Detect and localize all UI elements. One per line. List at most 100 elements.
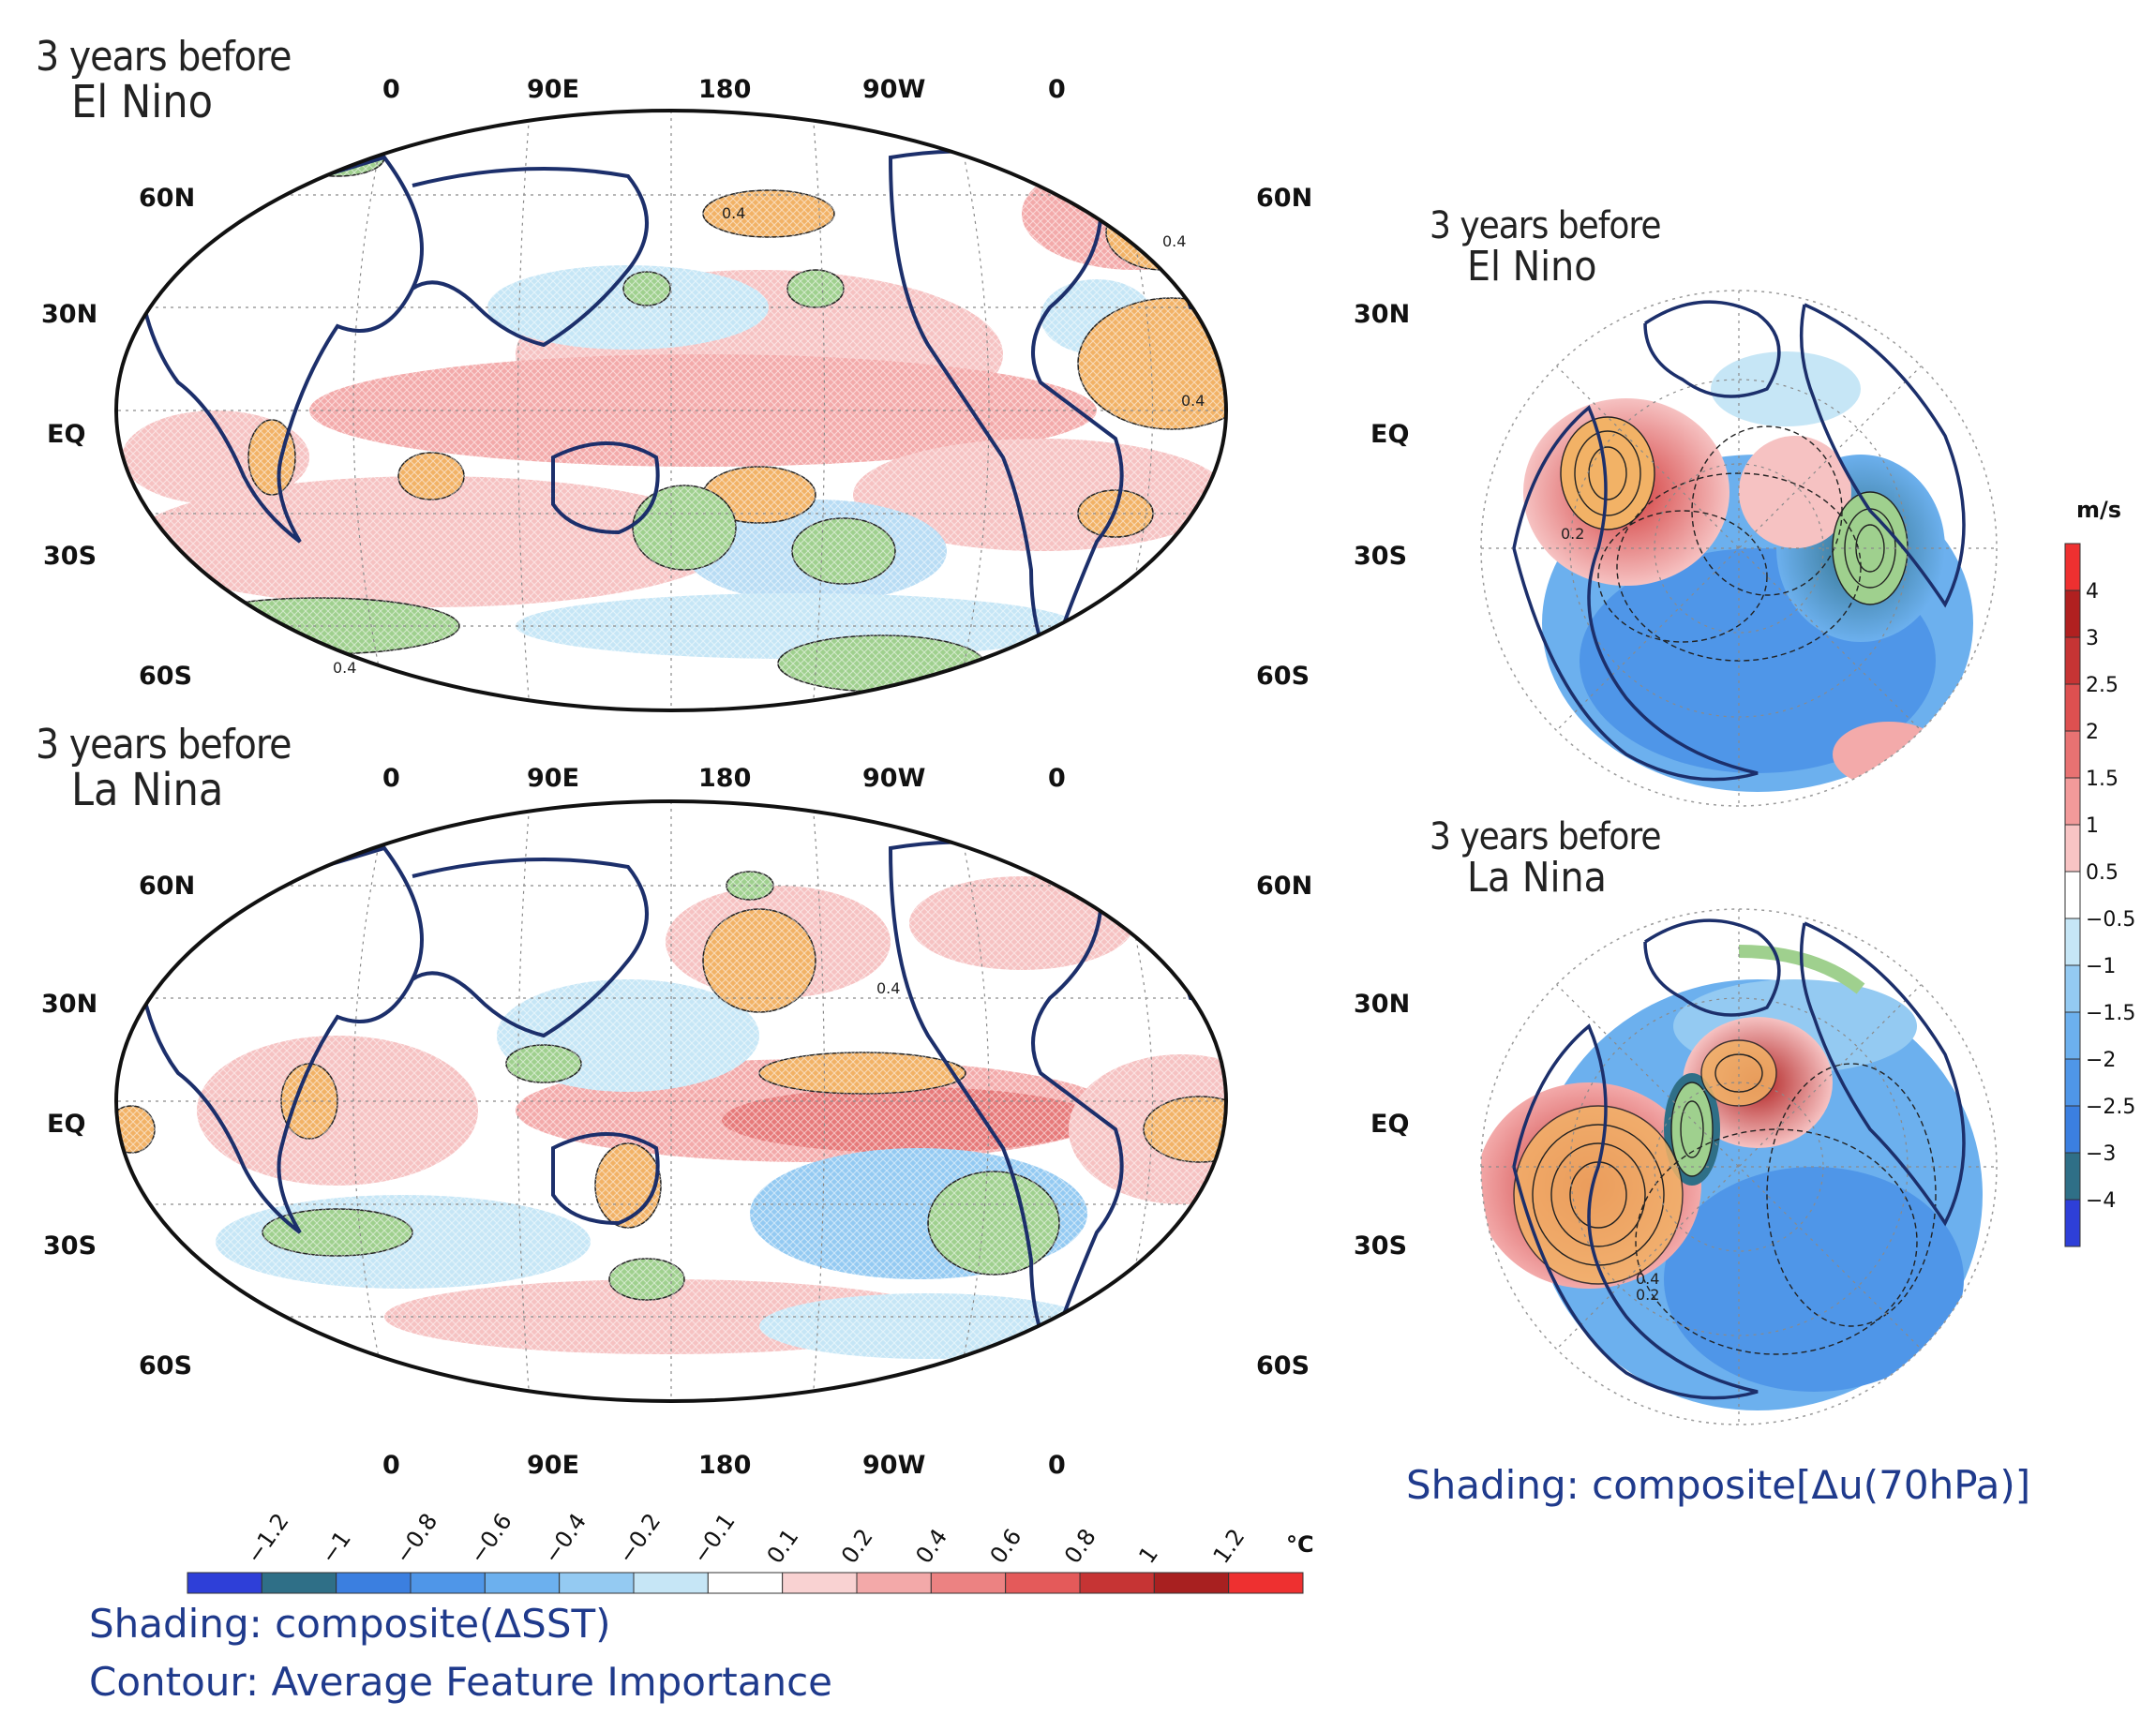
title-line-2: La Nina	[71, 764, 224, 817]
u-colorbar-segment	[2064, 1199, 2081, 1247]
easterly-anomaly-region	[1664, 1167, 1964, 1392]
u-colorbar-tick-label: 2.5	[2086, 674, 2119, 697]
lon-label-0-east: 0	[1048, 1451, 1066, 1480]
u-colorbar-segment	[2064, 871, 2081, 919]
lon-label-90w: 90W	[862, 75, 926, 104]
u70-polar-map-el-nino: 0.2	[1480, 290, 1998, 807]
sst-colorbar-tick-label: −0.2	[613, 1509, 666, 1569]
contour-label: 0.4	[1636, 1270, 1659, 1288]
u-colorbar-tick-label: 4	[2086, 580, 2099, 604]
sst-colorbar-segment	[1228, 1572, 1304, 1594]
lat-label-30n-right: 30N	[1354, 300, 1411, 329]
caption-u-shading: Shading: composite[Δu(70hPa)]	[1406, 1462, 2031, 1508]
lat-label-60n-right: 60N	[1256, 872, 1313, 901]
u70-el-nino-title: 3 years before El Nino	[1430, 206, 1661, 289]
u-colorbar-tick-label: 2	[2086, 721, 2099, 744]
u-colorbar: 4 3 2.5 2 1.5 1 0.5 −0.5 −1 −1.5 −2 −2.5 −3 −4	[2064, 543, 2135, 1247]
lon-label-0-east: 0	[1048, 764, 1066, 793]
sst-colorbar-tick-label: −1.2	[241, 1509, 293, 1569]
sst-colorbar-segment	[782, 1572, 858, 1594]
sst-colorbar-tick-label: 0.2	[836, 1524, 878, 1568]
lat-label-30n: 30N	[41, 300, 98, 329]
coastline-eurasia	[1799, 303, 1966, 608]
lon-label-90e: 90E	[527, 1451, 580, 1480]
u-colorbar-segment	[2064, 730, 2081, 779]
u-colorbar-tick-label: 0.5	[2086, 861, 2119, 885]
coastline-greenland	[1643, 300, 1781, 398]
lon-label-0: 0	[382, 764, 400, 793]
lon-label-90e: 90E	[527, 75, 580, 104]
coastline-americas	[888, 149, 1124, 669]
lat-label-eq: EQ	[47, 1110, 86, 1139]
title-line-2: El Nino	[1467, 243, 1597, 291]
sst-el-nino-title: 3 years before El Nino	[36, 33, 292, 126]
sst-colorbar-segment	[1153, 1572, 1230, 1594]
sst-map-el-nino: 0.4 0.4 0.4 0.4	[114, 109, 1228, 712]
lat-label-60n: 60N	[139, 184, 196, 213]
lat-label-30s: 30S	[43, 542, 97, 571]
coastline-africa-eurasia	[138, 155, 424, 544]
sst-colorbar-segment	[633, 1572, 709, 1594]
feature-importance-negative	[1738, 945, 1865, 994]
u-colorbar-unit: m/s	[2076, 497, 2122, 523]
u-colorbar-segment	[2064, 777, 2081, 826]
sst-colorbar-segment	[930, 1572, 1007, 1594]
lat-label-30s: 30S	[43, 1231, 97, 1261]
u-colorbar-tick-label: −0.5	[2086, 908, 2135, 932]
lon-label-0-east: 0	[1048, 75, 1066, 104]
polar-frame	[1480, 290, 1998, 807]
contour-label: 0.4	[333, 659, 356, 677]
title-line-2: La Nina	[1467, 854, 1607, 902]
sst-colorbar-tick-label: 0.1	[762, 1524, 804, 1568]
lat-label-30s-right: 30S	[1354, 1231, 1408, 1261]
u-colorbar-segment	[2064, 1105, 2081, 1154]
sst-colorbar-tick-label: −0.6	[464, 1509, 517, 1569]
westerly-anomaly-region	[1833, 722, 1945, 787]
u-colorbar-tick-label: −2	[2086, 1049, 2116, 1072]
lon-label-180: 180	[698, 764, 752, 793]
title-line-1: 3 years before	[36, 721, 292, 769]
map-frame	[114, 109, 1228, 712]
contour-label: 0.4	[1162, 232, 1186, 250]
u-colorbar-segment	[2064, 964, 2081, 1013]
sst-colorbar-segment	[336, 1572, 412, 1594]
lon-label-90e: 90E	[527, 764, 580, 793]
coastline-north-america	[1512, 1023, 1759, 1400]
u-colorbar-tick-label: 1	[2086, 814, 2099, 838]
lat-label-60s: 60S	[139, 662, 193, 691]
u-colorbar-tick-label: −1.5	[2086, 1002, 2135, 1025]
sst-colorbar-tick-label: 0.6	[985, 1524, 1027, 1568]
u-colorbar-tick-label: −4	[2086, 1189, 2116, 1213]
sst-map-la-nina: 0.4	[114, 799, 1228, 1403]
contour-label: 0.2	[1561, 525, 1584, 543]
lat-label-60n-right: 60N	[1256, 184, 1313, 213]
lat-label-eq-right: EQ	[1370, 1110, 1410, 1139]
coastline-asia	[411, 858, 649, 1038]
lat-label-eq: EQ	[47, 420, 86, 449]
u-colorbar-segment	[2064, 1058, 2081, 1107]
title-line-1: 3 years before	[36, 33, 292, 81]
caption-sst-shading: Shading: composite(ΔSST)	[89, 1601, 611, 1647]
lat-label-60s: 60S	[139, 1351, 193, 1380]
sst-colorbar-tick-label: 1	[1133, 1542, 1163, 1569]
sst-colorbar-tick-label: −0.8	[390, 1509, 442, 1569]
sst-colorbar-segment	[261, 1572, 337, 1594]
coastline-americas	[888, 840, 1124, 1360]
lat-label-30n: 30N	[41, 990, 98, 1019]
lat-label-60n: 60N	[139, 872, 196, 901]
coastline-greenland	[1643, 918, 1781, 1017]
coastline-australia	[551, 441, 660, 535]
u-colorbar-segment	[2064, 918, 2081, 966]
u70-polar-map-la-nina: 0.4 0.2	[1480, 908, 1998, 1425]
lat-label-30s-right: 30S	[1354, 542, 1408, 571]
polar-frame	[1480, 908, 1998, 1425]
coastline-asia	[411, 167, 649, 348]
title-line-1: 3 years before	[1430, 204, 1661, 247]
coastline-eurasia	[1799, 921, 1966, 1227]
coastline-australia	[551, 1132, 660, 1226]
u-colorbar-segment	[2064, 1011, 2081, 1060]
title-line-1: 3 years before	[1430, 815, 1661, 858]
lon-label-90w: 90W	[862, 764, 926, 793]
sst-colorbar-tick-label: −1	[316, 1526, 356, 1568]
u-colorbar-segment	[2064, 543, 2081, 591]
